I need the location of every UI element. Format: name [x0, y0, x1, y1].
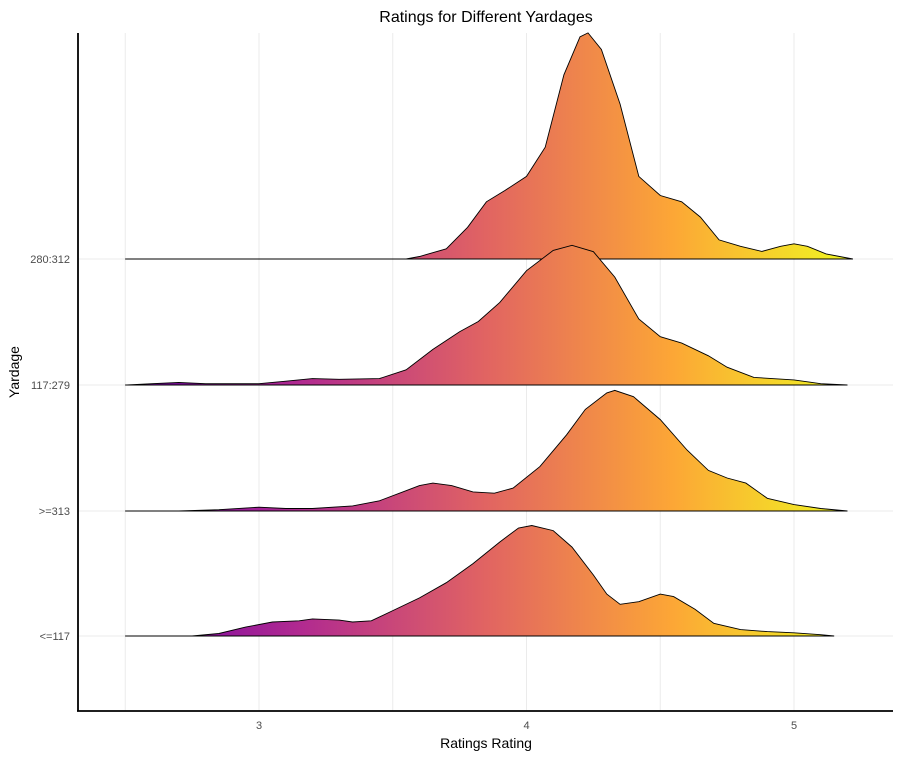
y-tick-label: >=313 [39, 506, 70, 518]
x-tick-label: 4 [523, 720, 529, 732]
x-axis-title: Ratings Rating [440, 735, 532, 751]
ridge-outline [125, 525, 835, 637]
chart-title: Ratings for Different Yardages [379, 9, 592, 26]
ridges [125, 32, 853, 637]
y-tick-label: 280:312 [30, 254, 70, 266]
ridge-fill [125, 32, 853, 260]
ridge-fill [125, 525, 835, 636]
y-tick-label: <=117 [40, 631, 70, 643]
x-tick-label: 3 [256, 720, 262, 732]
ridge-<=117 [125, 525, 835, 637]
y-tick-labels: <=117 >=313 117:279 280:312 [30, 254, 70, 643]
ridge-outline [125, 244, 848, 386]
ridge-280:312 [125, 32, 853, 260]
ridge-117:279 [125, 244, 848, 386]
ridge-outline [125, 389, 848, 512]
x-tick-labels: 3 4 5 [256, 720, 797, 732]
ridge-outline [125, 32, 853, 260]
ridge-fill [125, 390, 848, 511]
x-tick-label: 5 [791, 720, 797, 732]
panel [77, 32, 893, 712]
y-tick-label: 117:279 [31, 380, 70, 392]
ridge-fill [125, 245, 848, 385]
ridge->=313 [125, 389, 848, 512]
y-axis-title: Yardage [6, 346, 22, 398]
